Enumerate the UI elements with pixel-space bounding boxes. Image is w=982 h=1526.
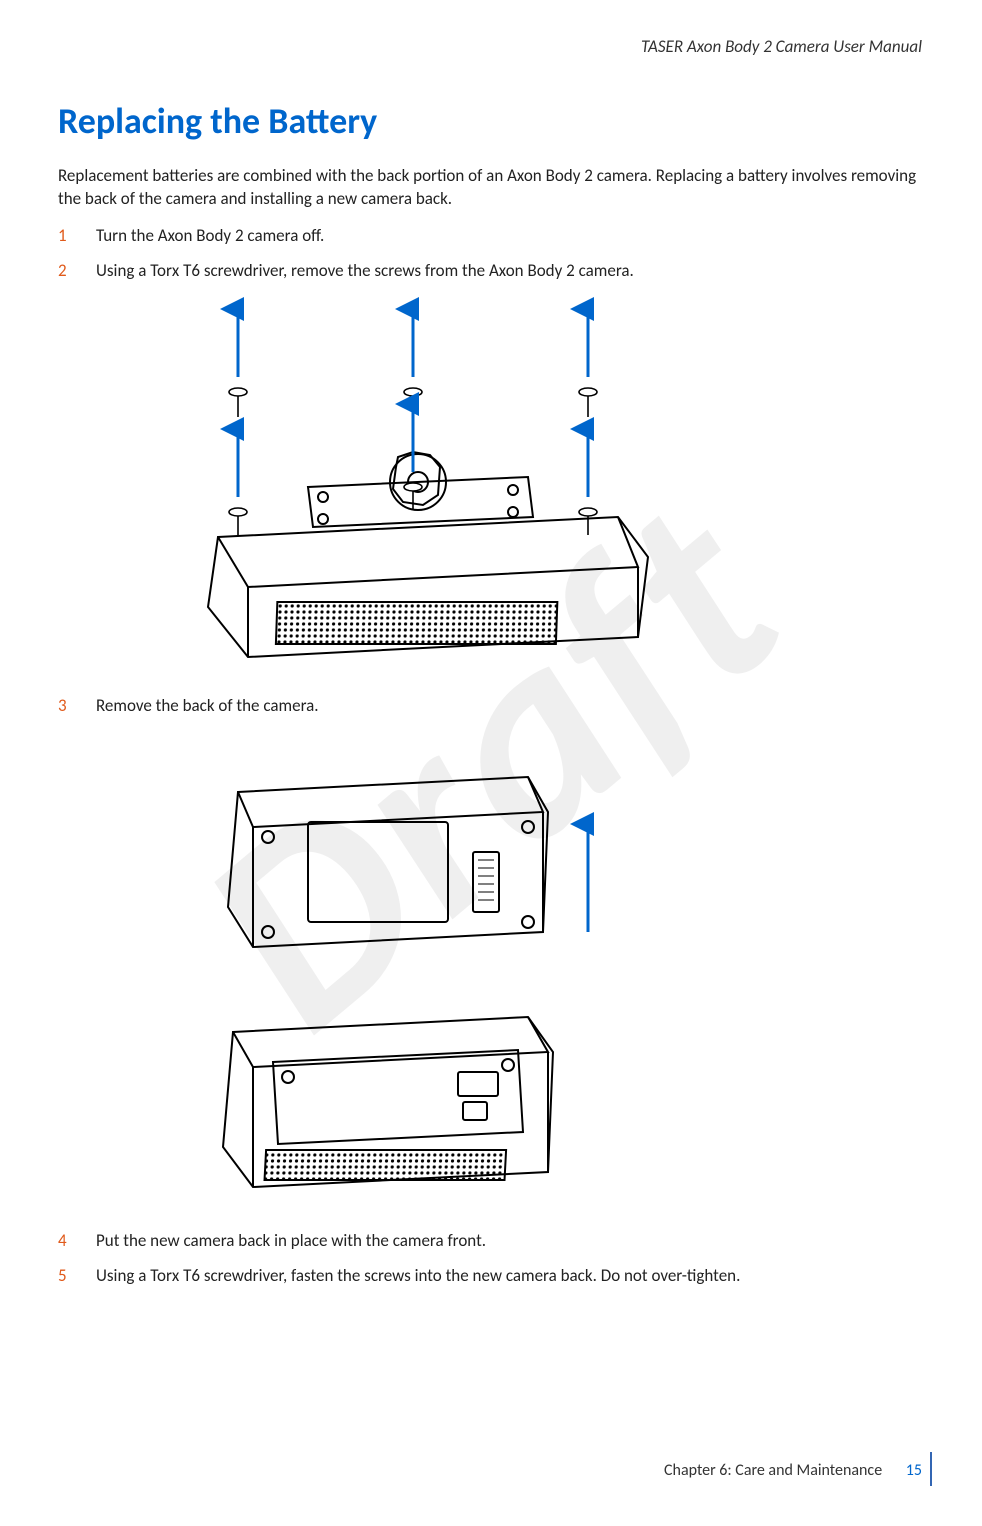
page-content: TASER Axon Body 2 Camera User Manual Rep… — [0, 0, 982, 1340]
step-item: 3 Remove the back of the camera. — [58, 695, 922, 718]
step-text: Turn the Axon Body 2 camera off. — [96, 225, 922, 248]
step-text: Using a Torx T6 screwdriver, fasten the … — [96, 1265, 922, 1288]
step-number: 3 — [58, 695, 78, 716]
step-item: 2 Using a Torx T6 screwdriver, remove th… — [58, 260, 922, 283]
figure-remove-back — [178, 732, 922, 1212]
step-text: Remove the back of the camera. — [96, 695, 922, 718]
steps-list-cont: 3 Remove the back of the camera. — [58, 695, 922, 718]
step-number: 5 — [58, 1265, 78, 1286]
figure-remove-screws — [138, 297, 922, 677]
step-item: 1 Turn the Axon Body 2 camera off. — [58, 225, 922, 248]
step-number: 4 — [58, 1230, 78, 1251]
page-title: Replacing the Battery — [58, 99, 922, 143]
steps-list-cont2: 4 Put the new camera back in place with … — [58, 1230, 922, 1288]
footer-rule — [930, 1452, 932, 1486]
step-item: 4 Put the new camera back in place with … — [58, 1230, 922, 1253]
step-number: 2 — [58, 260, 78, 281]
footer-chapter: Chapter 6: Care and Maintenance — [664, 1461, 882, 1480]
running-header: TASER Axon Body 2 Camera User Manual — [58, 36, 922, 57]
step-text: Put the new camera back in place with th… — [96, 1230, 922, 1253]
intro-paragraph: Replacement batteries are combined with … — [58, 165, 922, 211]
step-number: 1 — [58, 225, 78, 246]
step-text: Using a Torx T6 screwdriver, remove the … — [96, 260, 922, 283]
footer-page-number: 15 — [906, 1461, 922, 1480]
page-footer: Chapter 6: Care and Maintenance 15 — [664, 1461, 922, 1480]
steps-list: 1 Turn the Axon Body 2 camera off. 2 Usi… — [58, 225, 922, 283]
step-item: 5 Using a Torx T6 screwdriver, fasten th… — [58, 1265, 922, 1288]
